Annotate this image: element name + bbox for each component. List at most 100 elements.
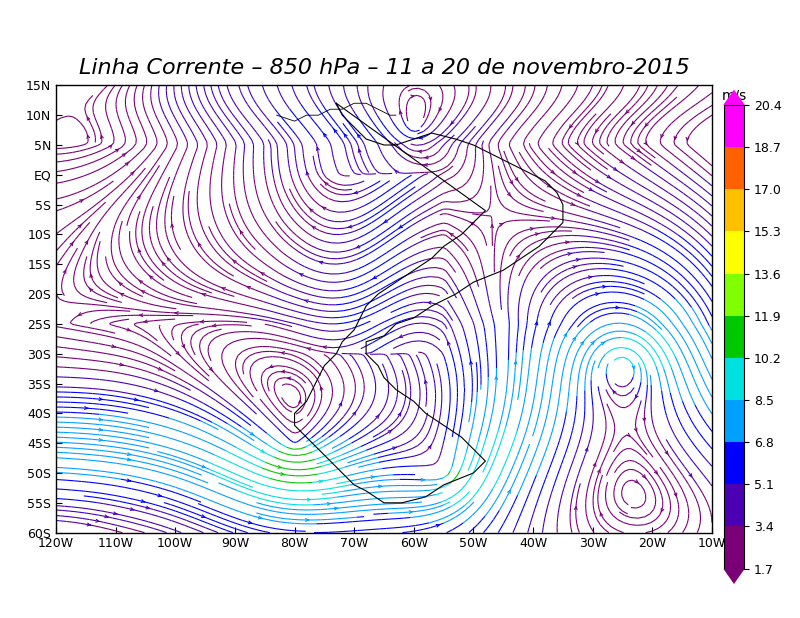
FancyArrowPatch shape — [258, 516, 262, 519]
FancyArrowPatch shape — [168, 258, 170, 261]
FancyArrowPatch shape — [570, 203, 574, 205]
FancyArrowPatch shape — [109, 145, 111, 148]
FancyArrowPatch shape — [312, 226, 316, 229]
FancyArrowPatch shape — [643, 418, 646, 421]
FancyArrowPatch shape — [507, 193, 511, 197]
FancyArrowPatch shape — [586, 448, 588, 451]
FancyArrowPatch shape — [322, 207, 326, 210]
FancyArrowPatch shape — [141, 500, 145, 502]
FancyArrowPatch shape — [307, 348, 310, 350]
FancyArrowPatch shape — [248, 521, 252, 523]
FancyArrowPatch shape — [78, 224, 82, 228]
FancyArrowPatch shape — [127, 479, 130, 481]
FancyArrowPatch shape — [573, 337, 575, 341]
FancyArrowPatch shape — [548, 322, 550, 325]
FancyArrowPatch shape — [634, 480, 638, 483]
FancyArrowPatch shape — [210, 367, 213, 371]
FancyArrowPatch shape — [530, 227, 534, 231]
FancyArrowPatch shape — [631, 156, 635, 159]
FancyArrowPatch shape — [115, 150, 118, 152]
FancyArrowPatch shape — [63, 270, 66, 273]
FancyArrowPatch shape — [269, 365, 273, 368]
FancyArrowPatch shape — [645, 123, 648, 127]
FancyArrowPatch shape — [495, 377, 498, 379]
FancyArrowPatch shape — [450, 233, 454, 236]
FancyArrowPatch shape — [105, 515, 108, 518]
FancyArrowPatch shape — [589, 188, 593, 191]
FancyArrowPatch shape — [99, 398, 102, 400]
FancyArrowPatch shape — [281, 473, 284, 475]
FancyArrowPatch shape — [99, 439, 102, 441]
FancyArrowPatch shape — [78, 313, 82, 316]
FancyArrowPatch shape — [373, 276, 377, 279]
Title: Linha Corrente – 850 hPa – 11 a 20 de novembro-2015: Linha Corrente – 850 hPa – 11 a 20 de no… — [78, 58, 690, 78]
FancyArrowPatch shape — [202, 465, 206, 468]
FancyArrowPatch shape — [344, 134, 347, 137]
FancyArrowPatch shape — [305, 300, 308, 302]
FancyArrowPatch shape — [282, 370, 285, 373]
FancyArrowPatch shape — [134, 398, 138, 401]
FancyArrowPatch shape — [436, 525, 440, 527]
FancyArrowPatch shape — [202, 515, 206, 517]
FancyArrowPatch shape — [327, 502, 330, 506]
Title: m/s: m/s — [722, 88, 746, 103]
FancyArrowPatch shape — [535, 322, 538, 325]
FancyArrowPatch shape — [568, 253, 571, 255]
FancyArrowPatch shape — [356, 245, 360, 248]
FancyArrowPatch shape — [158, 494, 162, 497]
FancyArrowPatch shape — [602, 286, 606, 288]
FancyArrowPatch shape — [170, 224, 174, 227]
FancyArrowPatch shape — [588, 276, 592, 279]
FancyArrowPatch shape — [551, 217, 555, 219]
FancyArrowPatch shape — [317, 148, 319, 150]
FancyArrowPatch shape — [450, 121, 454, 125]
FancyArrowPatch shape — [601, 342, 605, 345]
FancyArrowPatch shape — [202, 294, 206, 296]
FancyArrowPatch shape — [470, 362, 472, 364]
FancyArrowPatch shape — [112, 345, 115, 347]
FancyArrowPatch shape — [674, 136, 677, 140]
FancyArrowPatch shape — [575, 142, 578, 145]
FancyArrowPatch shape — [573, 171, 577, 174]
FancyArrowPatch shape — [334, 507, 338, 510]
FancyArrowPatch shape — [114, 512, 117, 515]
FancyArrowPatch shape — [662, 509, 664, 512]
FancyArrowPatch shape — [89, 288, 93, 292]
FancyArrowPatch shape — [376, 415, 379, 418]
FancyArrowPatch shape — [428, 446, 430, 449]
FancyArrowPatch shape — [90, 274, 93, 277]
FancyArrowPatch shape — [419, 137, 422, 139]
FancyArrowPatch shape — [127, 458, 131, 461]
FancyArrowPatch shape — [665, 451, 668, 454]
FancyArrowPatch shape — [394, 170, 398, 174]
FancyArrowPatch shape — [429, 97, 432, 100]
FancyArrowPatch shape — [384, 219, 387, 223]
FancyArrowPatch shape — [620, 160, 624, 163]
FancyArrowPatch shape — [143, 320, 147, 323]
FancyArrowPatch shape — [324, 133, 326, 137]
FancyArrowPatch shape — [70, 242, 74, 246]
FancyArrowPatch shape — [246, 286, 250, 289]
FancyArrowPatch shape — [324, 182, 328, 185]
FancyArrowPatch shape — [470, 222, 474, 225]
FancyArrowPatch shape — [551, 171, 554, 174]
FancyArrowPatch shape — [122, 153, 126, 156]
FancyArrowPatch shape — [574, 507, 577, 510]
FancyArrowPatch shape — [162, 261, 166, 266]
FancyArrowPatch shape — [298, 400, 302, 404]
FancyArrowPatch shape — [510, 180, 513, 184]
FancyArrowPatch shape — [222, 287, 226, 290]
FancyArrowPatch shape — [499, 223, 503, 226]
FancyArrowPatch shape — [576, 258, 580, 261]
FancyArrowPatch shape — [87, 117, 90, 121]
FancyArrowPatch shape — [535, 233, 539, 235]
FancyArrowPatch shape — [158, 368, 162, 370]
FancyArrowPatch shape — [393, 447, 396, 450]
FancyArrowPatch shape — [99, 428, 102, 431]
FancyArrowPatch shape — [80, 200, 83, 203]
FancyArrowPatch shape — [198, 243, 201, 247]
FancyArrowPatch shape — [288, 377, 290, 380]
FancyArrowPatch shape — [139, 280, 142, 284]
FancyArrowPatch shape — [594, 464, 596, 467]
FancyArrowPatch shape — [424, 164, 427, 166]
